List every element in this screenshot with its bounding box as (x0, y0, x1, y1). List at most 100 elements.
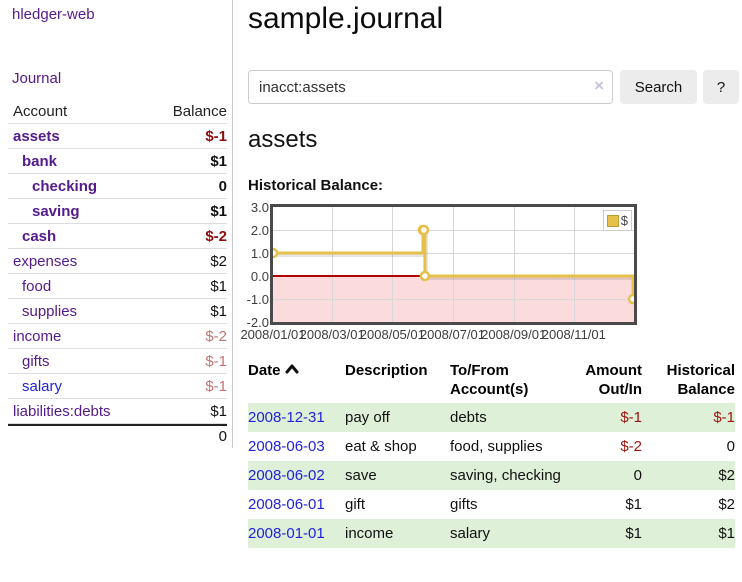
data-point-marker (627, 293, 634, 305)
sidebar: hledger-web Journal Account Balance asse… (0, 0, 233, 448)
description-cell: income (345, 525, 394, 542)
transaction-date-link[interactable]: 2008-12-31 (248, 409, 325, 426)
register-row: 2008-12-31 pay off debts $-1 $-1 (248, 403, 735, 432)
sidebar-account-row: food $1 (8, 274, 227, 299)
amount-cell: $1 (625, 525, 642, 542)
accounts-column-header: To/From Account(s) (450, 362, 529, 398)
sidebar-account-row: expenses $2 (8, 249, 227, 274)
vertical-gridline (453, 207, 454, 322)
sidebar-account-link[interactable]: gifts (22, 352, 50, 370)
sort-ascending-icon (285, 364, 299, 374)
help-button[interactable]: ? (703, 70, 739, 104)
description-column-header: Description (345, 362, 428, 379)
accounts-cell: salary (450, 525, 491, 542)
y-axis-label: 1.0 (250, 246, 269, 261)
vertical-gridline (332, 207, 333, 322)
accounts-cell: saving, checking (450, 467, 561, 484)
sidebar-account-row: gifts $-1 (8, 349, 227, 374)
y-axis-label: -1.0 (246, 292, 269, 307)
transaction-date-link[interactable]: 2008-06-02 (248, 467, 325, 484)
sidebar-account-link[interactable]: bank (22, 152, 58, 170)
description-cell: pay off (345, 409, 390, 426)
horizontal-gridline (273, 299, 634, 300)
sidebar-account-link[interactable]: supplies (22, 302, 78, 320)
description-cell: eat & shop (345, 438, 417, 455)
sidebar-account-link[interactable]: expenses (13, 252, 78, 270)
horizontal-gridline (273, 230, 634, 231)
account-balance: $2 (210, 252, 227, 270)
sidebar-total-row: 0 (8, 424, 227, 446)
date-column-header[interactable]: Date (248, 358, 345, 403)
date-cell[interactable]: 2008-06-03 (248, 432, 345, 461)
legend-label: $ (620, 213, 628, 228)
data-point-marker (418, 224, 430, 236)
vertical-gridline (574, 207, 575, 322)
sidebar-account-row: supplies $1 (8, 299, 227, 324)
search-form: × Search ? (248, 70, 739, 104)
account-balance: 0 (218, 177, 227, 195)
y-axis-label: 0.0 (250, 269, 269, 284)
date-cell[interactable]: 2008-12-31 (248, 403, 345, 432)
clear-search-icon[interactable]: × (594, 76, 604, 95)
sidebar-account-link[interactable]: saving (32, 202, 80, 220)
vertical-gridline (392, 207, 393, 322)
account-balance-table: Account Balance assets $-1 bank $1 checking 0… (8, 99, 227, 446)
sidebar-account-link[interactable]: assets (13, 127, 60, 145)
description-cell: save (345, 467, 377, 484)
account-balance: $-1 (205, 127, 227, 145)
x-axis-label: 2008/05/01 (359, 327, 425, 342)
total-balance: 0 (218, 427, 227, 445)
account-table-header: Account Balance (8, 99, 227, 124)
search-button[interactable]: Search (620, 70, 697, 104)
register-row: 2008-06-01 gift gifts $1 $2 (248, 490, 735, 519)
sidebar-account-link[interactable]: liabilities:debts (13, 402, 111, 420)
amount-column-header: Amount Out/In (585, 362, 642, 398)
sidebar-account-row: salary $-1 (8, 374, 227, 399)
data-point-marker (273, 247, 279, 259)
search-input[interactable] (248, 70, 613, 104)
sidebar-account-link[interactable]: income (13, 327, 62, 345)
amount-cell: $1 (625, 496, 642, 513)
chart-series-line (273, 224, 634, 305)
transaction-date-link[interactable]: 2008-06-01 (248, 496, 325, 513)
date-cell[interactable]: 2008-06-01 (248, 490, 345, 519)
horizontal-gridline (273, 253, 634, 254)
sidebar-account-row: saving $1 (8, 199, 227, 224)
sidebar-account-link[interactable]: salary (22, 377, 63, 395)
chart-legend: $ (602, 210, 632, 231)
y-axis-label: 3.0 (250, 200, 269, 215)
account-balance: $1 (210, 302, 227, 320)
x-axis-label: 2008/11/01 (541, 327, 606, 342)
y-axis-label: 2.0 (250, 223, 269, 238)
chart-plot-area: $ (270, 204, 637, 325)
account-balance: $1 (210, 202, 227, 220)
account-balance: $-2 (205, 327, 227, 345)
sidebar-account-row: income $-2 (8, 324, 227, 349)
balance-cell: 0 (726, 438, 735, 455)
sidebar-account-link[interactable]: cash (22, 227, 57, 245)
register-row: 2008-06-03 eat & shop food, supplies $-2 0 (248, 432, 735, 461)
transaction-date-link[interactable]: 2008-06-03 (248, 438, 325, 455)
balance-cell: $2 (718, 496, 735, 513)
balance-cell: $-1 (713, 409, 735, 426)
register-table: Date Description To/From Account(s) Amou… (248, 358, 735, 548)
sidebar-account-link[interactable]: checking (32, 177, 98, 195)
register-row: 2008-06-02 save saving, checking 0 $2 (248, 461, 735, 490)
historical-balance-chart: $ 3.0 2.0 1.0 0.0 -1.0 -2.0 2008/01/01 2008/03/… (240, 200, 683, 346)
sidebar-account-row: checking 0 (8, 174, 227, 199)
balance-cell: $2 (718, 467, 735, 484)
account-balance: $1 (210, 402, 227, 420)
accounts-cell: debts (450, 409, 487, 426)
sidebar-item-journal[interactable]: Journal (12, 70, 62, 87)
app-title-link[interactable]: hledger-web (12, 6, 95, 23)
date-cell[interactable]: 2008-01-01 (248, 519, 345, 548)
date-cell[interactable]: 2008-06-02 (248, 461, 345, 490)
account-heading: assets (248, 126, 318, 153)
amount-cell: $-2 (620, 438, 642, 455)
register-header-row: Date Description To/From Account(s) Amou… (248, 358, 735, 403)
transaction-date-link[interactable]: 2008-01-01 (248, 525, 325, 542)
balance-cell: $1 (718, 525, 735, 542)
accounts-cell: gifts (450, 496, 478, 513)
amount-cell: $-1 (620, 409, 642, 426)
sidebar-account-link[interactable]: food (22, 277, 52, 295)
